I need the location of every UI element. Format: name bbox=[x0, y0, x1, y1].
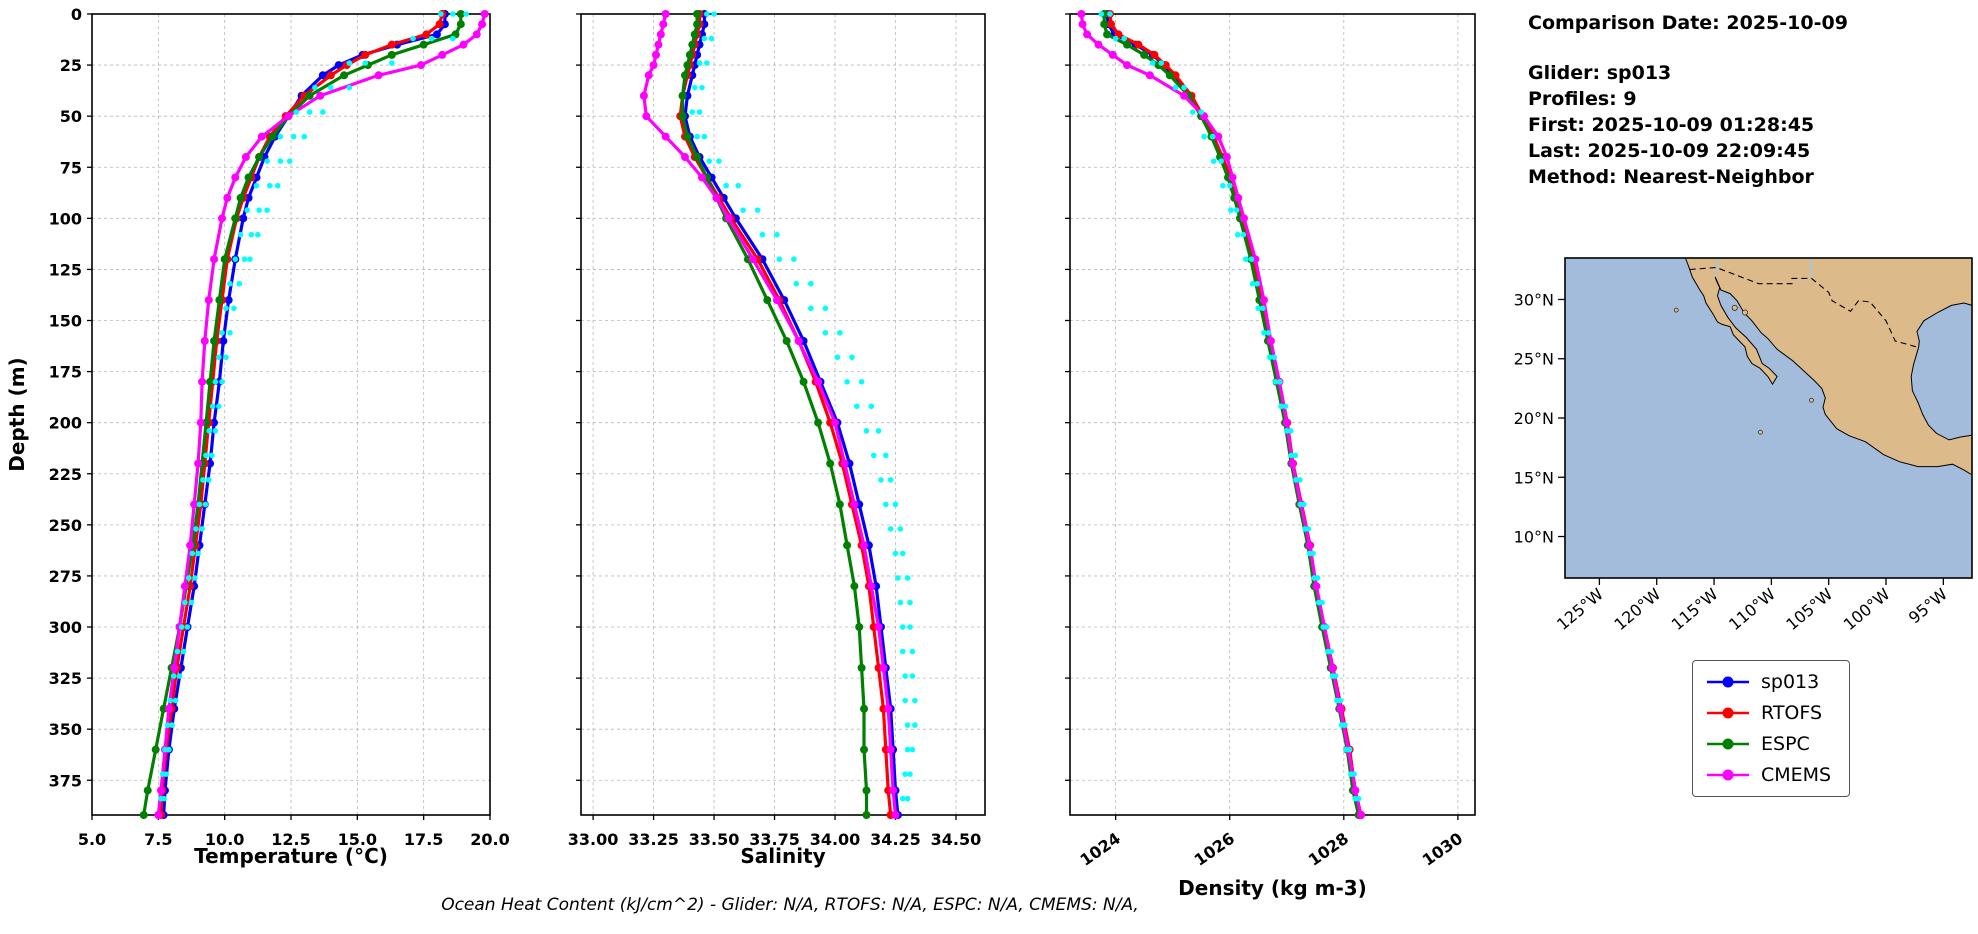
series-sp013 bbox=[1103, 10, 1365, 819]
svg-text:20.0: 20.0 bbox=[470, 830, 509, 849]
svg-text:34.50: 34.50 bbox=[931, 830, 982, 849]
series-ESPC bbox=[139, 10, 465, 819]
gridlines bbox=[581, 13, 985, 815]
legend-label-RTOFS: RTOFS bbox=[1761, 702, 1823, 724]
glider-scatter bbox=[1098, 11, 1362, 802]
svg-text:Salinity: Salinity bbox=[740, 844, 825, 868]
svg-text:125: 125 bbox=[49, 260, 82, 279]
map-land bbox=[1684, 257, 1973, 476]
legend-label-CMEMS: CMEMS bbox=[1761, 764, 1832, 786]
svg-text:175: 175 bbox=[49, 363, 82, 382]
svg-text:100: 100 bbox=[49, 209, 82, 228]
svg-text:34.25: 34.25 bbox=[870, 830, 921, 849]
legend-marker-RTOFS bbox=[1707, 707, 1749, 719]
info-first-line: First: 2025-10-09 01:28:45 bbox=[1528, 114, 1815, 136]
ohc-footer: Ocean Heat Content (kJ/cm^2) - Glider: N… bbox=[441, 895, 1139, 915]
svg-text:375: 375 bbox=[49, 771, 82, 790]
svg-text:33.50: 33.50 bbox=[689, 830, 740, 849]
svg-text:1028: 1028 bbox=[1305, 829, 1352, 870]
svg-text:30°N: 30°N bbox=[1514, 290, 1554, 309]
svg-text:100°W: 100°W bbox=[1840, 584, 1894, 634]
svg-text:7.5: 7.5 bbox=[144, 830, 172, 849]
svg-text:10.0: 10.0 bbox=[205, 830, 244, 849]
legend-marker-CMEMS bbox=[1707, 769, 1749, 781]
info-panel: Comparison Date: 2025-10-09 Glider: sp01… bbox=[1528, 10, 1848, 190]
colorado-river bbox=[1714, 257, 1720, 277]
legend-label-sp013: sp013 bbox=[1761, 671, 1820, 693]
info-method-line: Method: Nearest-Neighbor bbox=[1528, 166, 1814, 188]
svg-text:Density (kg m-3): Density (kg m-3) bbox=[1178, 876, 1367, 900]
svg-text:115°W: 115°W bbox=[1668, 584, 1722, 634]
svg-text:17.5: 17.5 bbox=[404, 830, 443, 849]
legend-item-ESPC: ESPC bbox=[1705, 733, 1831, 755]
series-sp013 bbox=[681, 10, 902, 819]
svg-text:250: 250 bbox=[49, 516, 82, 535]
gridlines bbox=[91, 13, 491, 815]
svg-text:200: 200 bbox=[49, 414, 82, 433]
svg-text:15°N: 15°N bbox=[1514, 468, 1554, 487]
svg-text:15.0: 15.0 bbox=[338, 830, 377, 849]
series-ESPC bbox=[678, 10, 871, 819]
info-profiles-line: Profiles: 9 bbox=[1528, 88, 1637, 110]
svg-text:34.00: 34.00 bbox=[810, 830, 861, 849]
svg-text:33.75: 33.75 bbox=[749, 830, 800, 849]
series-RTOFS bbox=[1105, 10, 1365, 819]
svg-text:125°W: 125°W bbox=[1553, 584, 1607, 634]
svg-text:1026: 1026 bbox=[1191, 829, 1238, 870]
svg-text:10°N: 10°N bbox=[1514, 528, 1554, 547]
svg-text:105°W: 105°W bbox=[1782, 584, 1836, 634]
legend-item-CMEMS: CMEMS bbox=[1705, 764, 1831, 786]
temperature-plot: 5.0 7.5 10.0 12.5 15.0 17.5 20.0 0 25 50 75 100 125 1… bbox=[5, 5, 510, 868]
legend-label-ESPC: ESPC bbox=[1761, 733, 1810, 755]
svg-text:25: 25 bbox=[60, 56, 82, 75]
svg-text:325: 325 bbox=[49, 669, 82, 688]
gridlines bbox=[1070, 13, 1475, 815]
svg-text:0: 0 bbox=[71, 5, 82, 24]
map-islands bbox=[1673, 304, 1814, 435]
svg-text:33.25: 33.25 bbox=[628, 830, 679, 849]
svg-text:33.00: 33.00 bbox=[568, 830, 619, 849]
glider-scatter bbox=[689, 11, 918, 802]
svg-text:300: 300 bbox=[49, 618, 82, 637]
legend-marker-ESPC bbox=[1707, 738, 1749, 750]
svg-text:120°W: 120°W bbox=[1610, 584, 1664, 634]
rio-grande-river bbox=[1810, 257, 1813, 279]
info-spacer bbox=[1528, 36, 1848, 60]
svg-text:95°W: 95°W bbox=[1905, 584, 1951, 627]
svg-text:275: 275 bbox=[49, 567, 82, 586]
series-CMEMS bbox=[1077, 10, 1365, 819]
density-plot: 1024 1026 1028 1030 Density (kg m-3) bbox=[1065, 10, 1476, 900]
legend: sp013 RTOFS ESPC CMEMS bbox=[1692, 660, 1851, 797]
series-CMEMS bbox=[154, 10, 489, 819]
comparison-date-line: Comparison Date: 2025-10-09 bbox=[1528, 12, 1848, 34]
series-sp013 bbox=[159, 10, 449, 819]
series-CMEMS bbox=[639, 10, 900, 819]
svg-text:1030: 1030 bbox=[1419, 829, 1466, 870]
svg-text:Temperature (°C): Temperature (°C) bbox=[194, 844, 388, 868]
svg-text:20°N: 20°N bbox=[1514, 409, 1554, 428]
legend-item-RTOFS: RTOFS bbox=[1705, 702, 1831, 724]
map-inset: 30°N 25°N 20°N 15°N 10°N 125°W 120°W 115°W 110°W… bbox=[1514, 257, 1973, 634]
series-ESPC bbox=[1100, 10, 1363, 819]
svg-text:12.5: 12.5 bbox=[271, 830, 310, 849]
svg-text:150: 150 bbox=[49, 312, 82, 331]
svg-text:1024: 1024 bbox=[1077, 829, 1124, 870]
info-last-line: Last: 2025-10-09 22:09:45 bbox=[1528, 140, 1811, 162]
svg-text:110°W: 110°W bbox=[1725, 584, 1779, 634]
svg-text:75: 75 bbox=[60, 158, 82, 177]
svg-text:Depth (m): Depth (m) bbox=[5, 357, 29, 471]
svg-text:350: 350 bbox=[49, 720, 82, 739]
svg-text:225: 225 bbox=[49, 465, 82, 484]
info-glider-line: Glider: sp013 bbox=[1528, 62, 1672, 84]
svg-text:25°N: 25°N bbox=[1514, 350, 1554, 369]
glider-scatter bbox=[158, 11, 469, 802]
svg-text:5.0: 5.0 bbox=[78, 830, 106, 849]
salinity-plot: 33.00 33.25 33.50 33.75 34.00 34.25 34.50 Salin… bbox=[568, 10, 986, 868]
legend-marker-sp013 bbox=[1707, 676, 1749, 688]
svg-text:50: 50 bbox=[60, 107, 82, 126]
legend-item-sp013: sp013 bbox=[1705, 671, 1831, 693]
